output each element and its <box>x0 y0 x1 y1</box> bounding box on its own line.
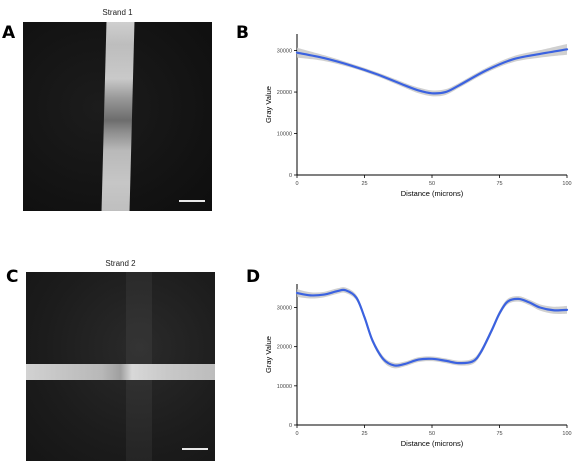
y-tick-label: 0 <box>289 423 292 429</box>
x-tick-label: 0 <box>295 431 298 437</box>
micrograph-strand-1 <box>23 22 212 211</box>
confidence-band <box>297 43 567 97</box>
chart-d: 0 10000 20000 30000 0 25 50 75 100 Distance (micr… <box>264 284 572 448</box>
panel-letter-a: A <box>2 23 16 43</box>
x-tick-label: 50 <box>429 431 435 437</box>
micrograph-strand-2 <box>26 272 215 461</box>
x-tick-label: 75 <box>496 181 502 187</box>
x-tick-label: 0 <box>295 181 298 187</box>
x-axis-label: Distance (microns) <box>401 189 464 198</box>
scale-bar-a <box>179 200 205 202</box>
y-axis-label: Gray Value <box>264 86 273 123</box>
y-tick-label: 30000 <box>277 49 292 55</box>
scale-bar-c <box>182 448 208 450</box>
series-line <box>295 48 569 95</box>
x-tick-label: 75 <box>496 431 502 437</box>
image-title-strand-2: Strand 2 <box>105 259 136 268</box>
confidence-band <box>297 287 567 369</box>
chart-b: 0 10000 20000 30000 0 25 50 75 100 Distance (micr… <box>264 34 572 198</box>
y-axis-label: Gray Value <box>264 336 273 373</box>
strand-1-band <box>101 22 135 211</box>
x-tick-label: 100 <box>562 181 571 187</box>
y-tick-label: 30000 <box>277 306 292 312</box>
series-line <box>295 288 569 367</box>
panel-letter-c: C <box>6 267 19 287</box>
strand-2-band <box>26 364 215 380</box>
image-title-strand-1: Strand 1 <box>102 8 133 17</box>
x-tick-label: 25 <box>361 181 367 187</box>
x-tick-label: 100 <box>562 431 571 437</box>
panel-letter-d: D <box>246 267 261 287</box>
panel-letter-b: B <box>236 23 249 43</box>
y-tick-label: 20000 <box>277 90 292 96</box>
x-axis-label: Distance (microns) <box>401 439 464 448</box>
y-tick-label: 10000 <box>277 384 292 390</box>
y-tick-label: 10000 <box>277 132 292 138</box>
x-tick-label: 50 <box>429 181 435 187</box>
y-tick-label: 0 <box>289 173 292 179</box>
y-tick-label: 20000 <box>277 345 292 351</box>
x-tick-label: 25 <box>361 431 367 437</box>
